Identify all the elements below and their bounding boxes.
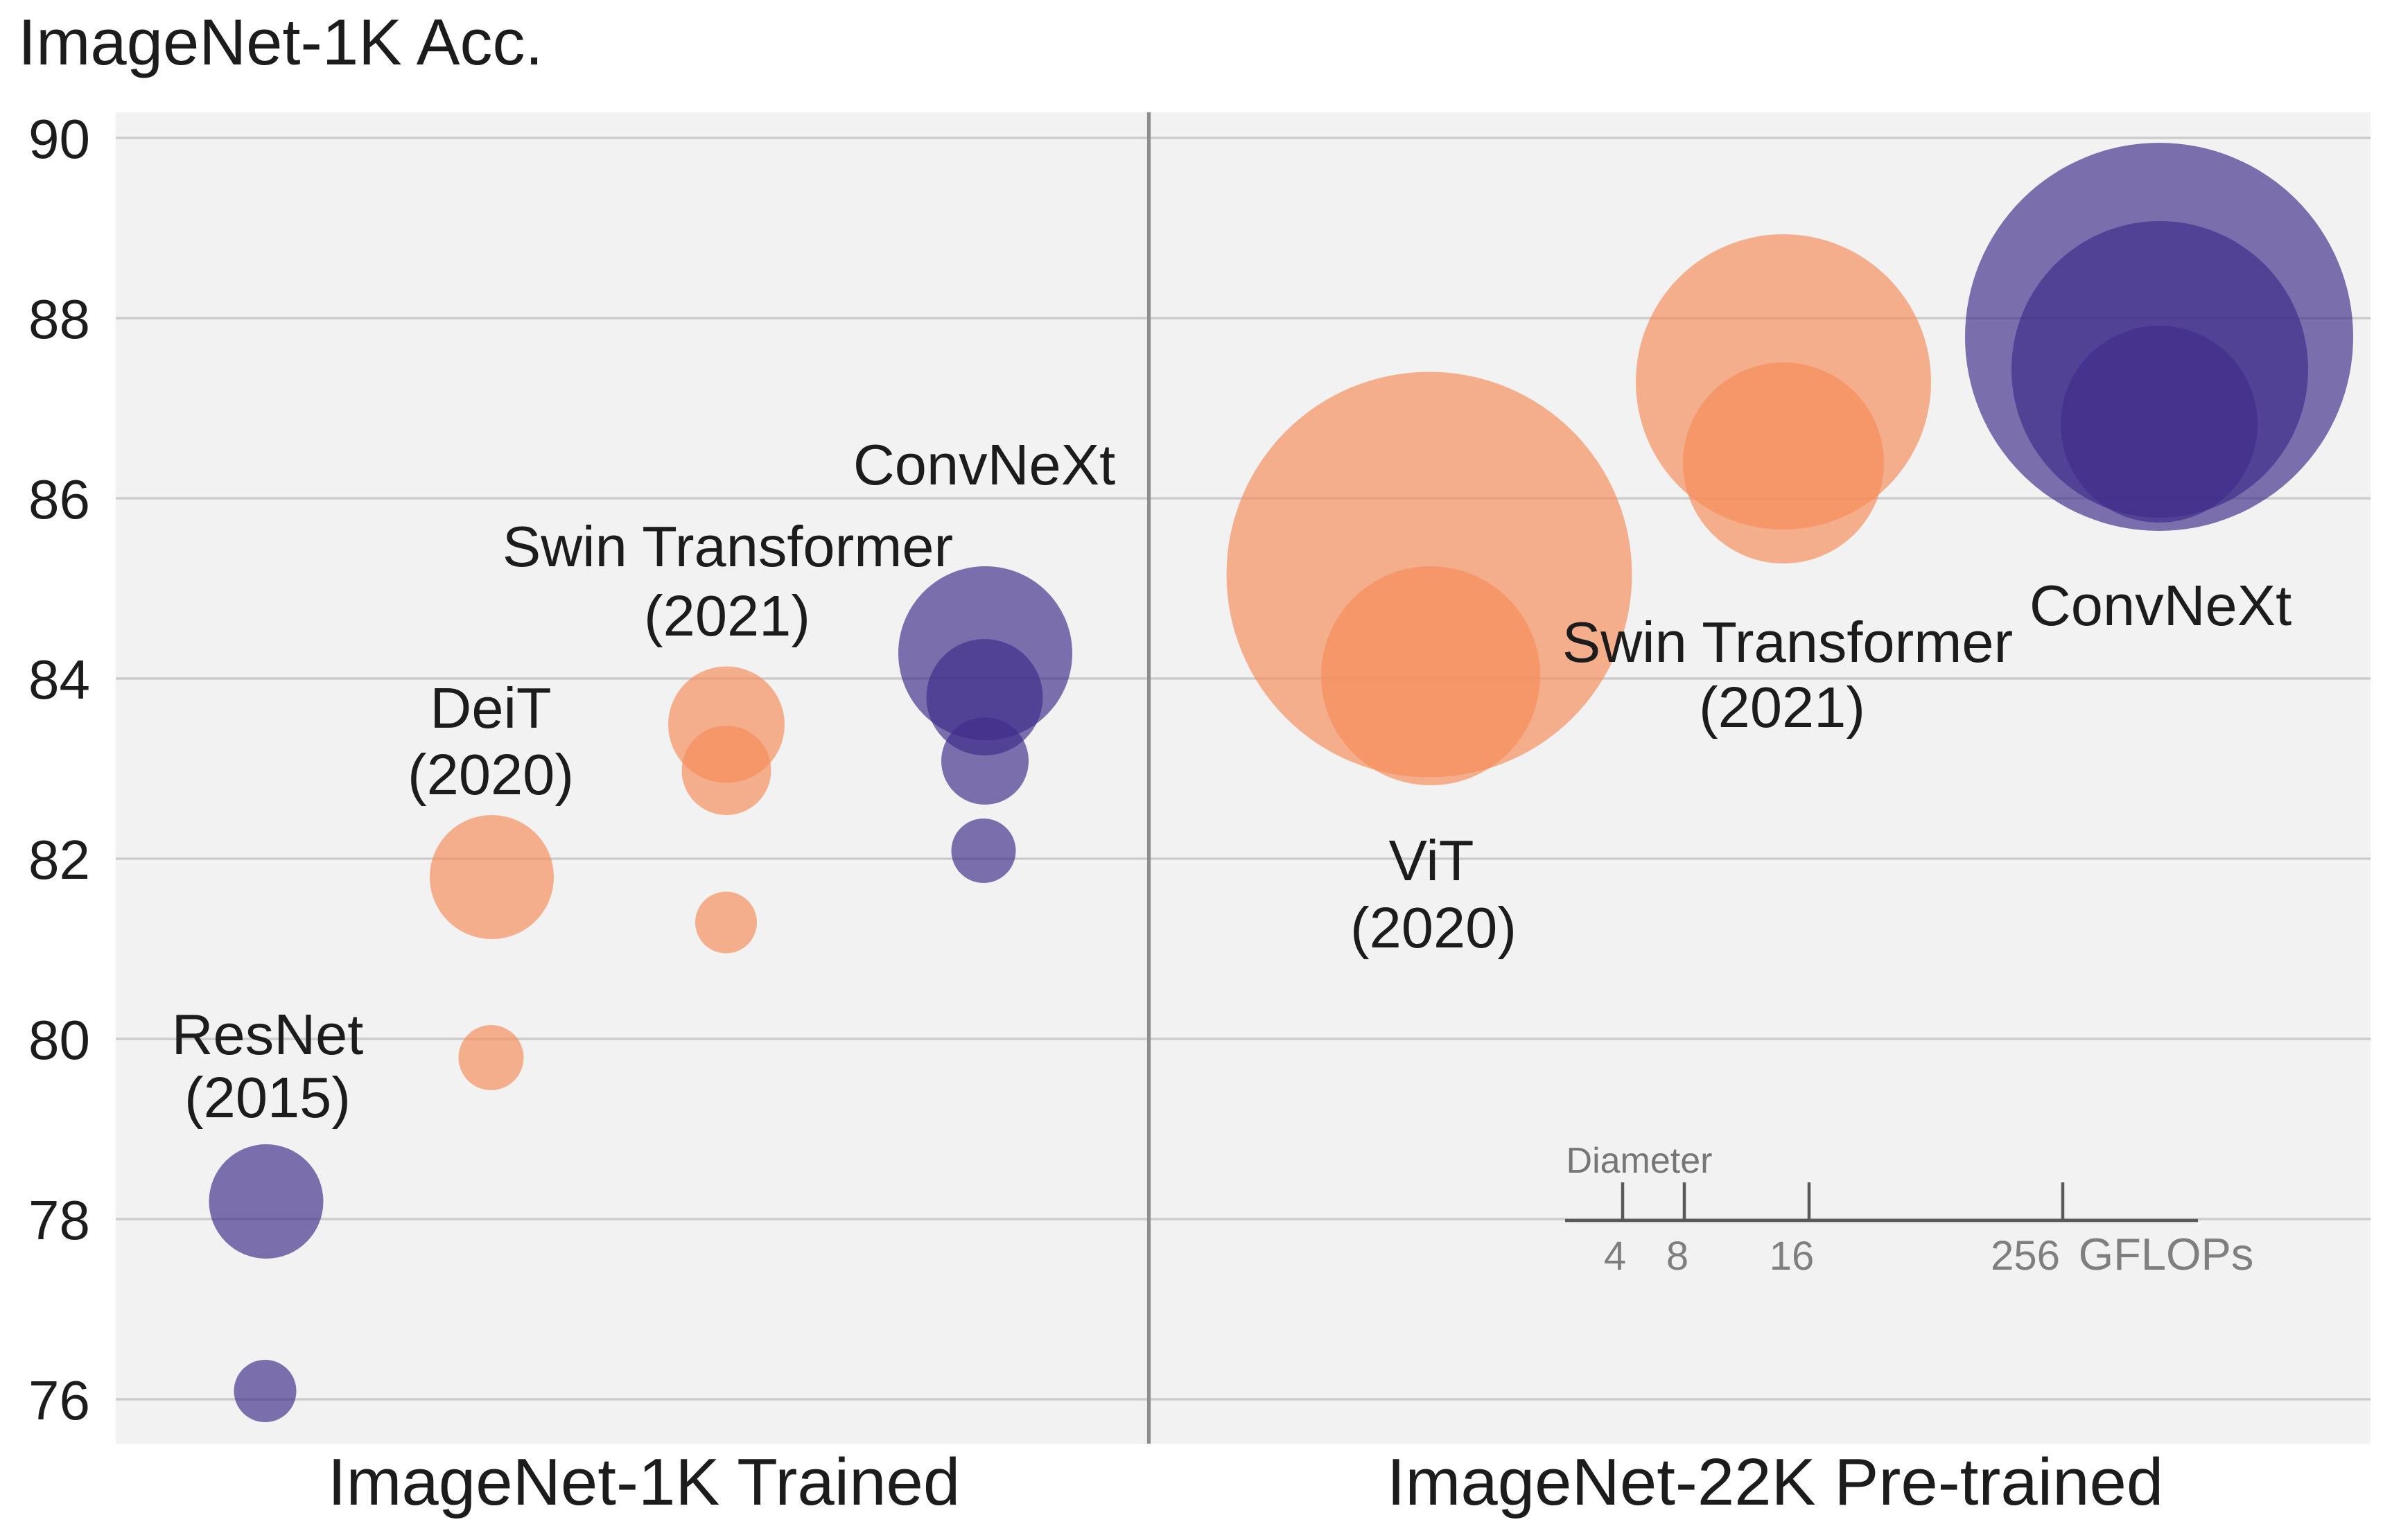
svg-text:ViT: ViT [1388,828,1474,893]
svg-text:ConvNeXt: ConvNeXt [2029,573,2291,638]
svg-text:Diameter: Diameter [1566,1141,1713,1181]
svg-text:ConvNeXt: ConvNeXt [853,432,1115,497]
svg-text:(2020): (2020) [1350,895,1517,960]
svg-text:16: 16 [1770,1234,1815,1279]
svg-text:80: 80 [28,1009,90,1071]
svg-text:ResNet: ResNet [172,1002,364,1067]
svg-text:Swin Transformer: Swin Transformer [1562,610,2013,674]
svg-text:8: 8 [1666,1234,1688,1279]
svg-text:4: 4 [1604,1234,1626,1279]
svg-text:GFLOPs: GFLOPs [2079,1229,2254,1279]
svg-text:78: 78 [28,1189,90,1251]
svg-text:(2015): (2015) [184,1065,351,1130]
svg-text:256: 256 [1991,1232,2060,1279]
svg-text:ImageNet-1K Trained: ImageNet-1K Trained [328,1445,960,1519]
svg-text:Swin Transformer: Swin Transformer [503,514,953,579]
svg-text:82: 82 [28,829,90,891]
svg-text:86: 86 [28,469,90,530]
svg-text:(2020): (2020) [408,742,574,807]
svg-text:ImageNet-1K Acc.: ImageNet-1K Acc. [18,6,543,78]
svg-text:(2021): (2021) [1699,675,1865,740]
svg-text:88: 88 [28,288,90,350]
svg-text:(2021): (2021) [644,584,810,648]
svg-text:DeiT: DeiT [430,676,551,740]
svg-text:84: 84 [28,649,90,710]
svg-text:76: 76 [28,1370,90,1431]
svg-text:90: 90 [28,108,90,170]
svg-text:ImageNet-22K Pre-trained: ImageNet-22K Pre-trained [1387,1445,2164,1519]
